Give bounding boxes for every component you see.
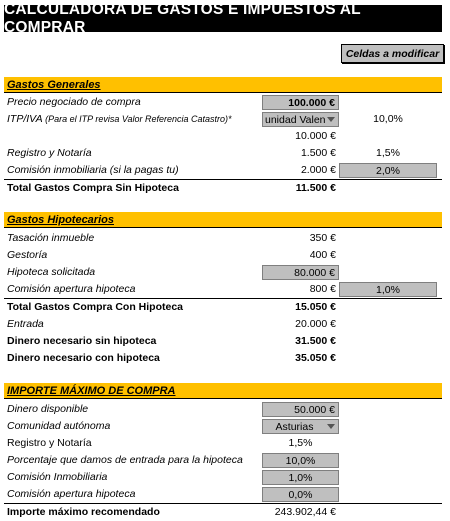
row-entrada: Entrada 20.000 € <box>4 316 442 333</box>
row-dinero-disponible: Dinero disponible 50.000 € <box>4 401 442 418</box>
row-registro-notaria: Registro y Notaría 1.500 € 1,5% <box>4 145 442 162</box>
row-itp-value: 10.000 € <box>4 128 442 145</box>
comunidad-autonoma-select[interactable]: Asturias <box>262 419 339 434</box>
comision-inmobiliaria-2-input[interactable]: 1,0% <box>262 470 339 485</box>
itp-percent: 10,0% <box>373 113 403 125</box>
registro-notaria-2-label: Registro y Notaría <box>7 437 92 449</box>
row-comunidad-autonoma: Comunidad autónoma Asturias <box>4 418 442 435</box>
dinero-disponible-label: Dinero disponible <box>7 403 89 415</box>
dinero-disponible-input[interactable]: 50.000 € <box>262 402 339 417</box>
row-importe-maximo: Importe máximo recomendado 243.902,44 € <box>4 504 442 521</box>
comision-inmobiliaria-label: Comisión inmobiliaria (si la pagas tu) <box>7 164 179 176</box>
row-precio-compra: Precio negociado de compra 100.000 € <box>4 94 442 111</box>
comision-apertura-label: Comisión apertura hipoteca <box>7 283 136 295</box>
registro-notaria-label: Registro y Notaría <box>7 147 92 159</box>
row-comision-apertura-2: Comisión apertura hipoteca 0,0% <box>4 486 442 504</box>
importe-maximo-label: Importe máximo recomendado <box>7 506 160 518</box>
entrada-label: Entrada <box>7 318 44 330</box>
section-importe-maximo: Dinero disponible 50.000 € Comunidad aut… <box>4 401 442 521</box>
section-header-gastos-generales: Gastos Generales <box>4 77 442 93</box>
porcentaje-entrada-input[interactable]: 10,0% <box>262 453 339 468</box>
itp-value: 10.000 € <box>295 130 336 142</box>
row-registro-notaria-2: Registro y Notaría 1,5% <box>4 435 442 452</box>
dinero-con-hipoteca-label: Dinero necesario con hipoteca <box>7 352 160 364</box>
porcentaje-entrada-label: Porcentaje que damos de entrada para la … <box>7 454 243 466</box>
importe-maximo-value: 243.902,44 € <box>274 506 336 518</box>
row-hipoteca-solicitada: Hipoteca solicitada 80.000 € <box>4 264 442 281</box>
row-comision-inmobiliaria-2: Comisión Inmobiliaria 1,0% <box>4 469 442 486</box>
row-tasacion: Tasación inmueble 350 € <box>4 230 442 247</box>
precio-compra-input[interactable]: 100.000 € <box>262 95 339 110</box>
registro-notaria-2-value: 1,5% <box>288 437 313 449</box>
registro-notaria-percent: 1,5% <box>376 147 400 159</box>
dinero-con-hipoteca-value: 35.050 € <box>295 352 336 364</box>
itp-iva-label: ITP/IVA (Para el ITP revisa Valor Refere… <box>7 113 232 125</box>
editable-cells-legend: Celdas a modificar <box>341 44 444 63</box>
comision-apertura-value: 800 € <box>309 283 336 295</box>
hipoteca-solicitada-input[interactable]: 80.000 € <box>262 265 339 280</box>
total-sin-hipoteca-label: Total Gastos Compra Sin Hipoteca <box>7 182 179 194</box>
comunidad-select-value: unidad Valen <box>265 114 326 126</box>
entrada-value: 20.000 € <box>295 318 336 330</box>
itp-note: (Para el ITP revisa Valor Referencia Cat… <box>45 114 232 124</box>
page-title: CALCULADORA DE GASTOS E IMPUESTOS AL COM… <box>4 1 442 36</box>
section-header-importe-maximo: IMPORTE MÁXIMO DE COMPRA <box>4 383 442 399</box>
row-dinero-con-hipoteca: Dinero necesario con hipoteca 35.050 € <box>4 350 442 367</box>
gestoria-value: 400 € <box>309 249 336 261</box>
hipoteca-solicitada-label: Hipoteca solicitada <box>7 266 96 278</box>
tasacion-label: Tasación inmueble <box>7 232 95 244</box>
row-total-con-hipoteca: Total Gastos Compra Con Hipoteca 15.050 … <box>4 299 442 316</box>
comunidad-autonoma-label: Comunidad autónoma <box>7 420 111 432</box>
comunidad-select[interactable]: unidad Valen <box>262 112 339 127</box>
row-comision-apertura: Comisión apertura hipoteca 800 € 1,0% <box>4 281 442 299</box>
dinero-sin-hipoteca-label: Dinero necesario sin hipoteca <box>7 335 157 347</box>
section-header-gastos-hipotecarios: Gastos Hipotecarios <box>4 212 442 228</box>
dinero-sin-hipoteca-value: 31.500 € <box>295 335 336 347</box>
comision-inmobiliaria-percent-input[interactable]: 2,0% <box>339 163 437 178</box>
section-gastos-hipotecarios: Tasación inmueble 350 € Gestoría 400 € H… <box>4 230 442 367</box>
comision-inmobiliaria-value: 2.000 € <box>300 164 336 176</box>
comunidad-autonoma-value: Asturias <box>275 421 314 433</box>
total-con-hipoteca-value: 15.050 € <box>295 301 336 313</box>
row-dinero-sin-hipoteca: Dinero necesario sin hipoteca 31.500 € <box>4 333 442 350</box>
total-con-hipoteca-label: Total Gastos Compra Con Hipoteca <box>7 301 183 313</box>
comision-apertura-2-input[interactable]: 0,0% <box>262 487 339 502</box>
section-gastos-generales: Precio negociado de compra 100.000 € ITP… <box>4 94 442 197</box>
row-gestoria: Gestoría 400 € <box>4 247 442 264</box>
comision-apertura-2-label: Comisión apertura hipoteca <box>7 488 136 500</box>
total-sin-hipoteca-value: 11.500 € <box>295 182 336 194</box>
registro-notaria-value: 1.500 € <box>300 147 336 159</box>
row-itp-iva: ITP/IVA (Para el ITP revisa Valor Refere… <box>4 111 442 128</box>
gestoria-label: Gestoría <box>7 249 48 261</box>
row-porcentaje-entrada: Porcentaje que damos de entrada para la … <box>4 452 442 469</box>
tasacion-value: 350 € <box>309 232 336 244</box>
chevron-down-icon <box>327 117 335 122</box>
chevron-down-icon <box>327 424 335 429</box>
comision-inmobiliaria-2-label: Comisión Inmobiliaria <box>7 471 108 483</box>
precio-compra-label: Precio negociado de compra <box>7 96 141 108</box>
row-comision-inmobiliaria: Comisión inmobiliaria (si la pagas tu) 2… <box>4 162 442 180</box>
row-total-sin-hipoteca: Total Gastos Compra Sin Hipoteca 11.500 … <box>4 180 442 197</box>
comision-apertura-percent-input[interactable]: 1,0% <box>339 282 437 297</box>
